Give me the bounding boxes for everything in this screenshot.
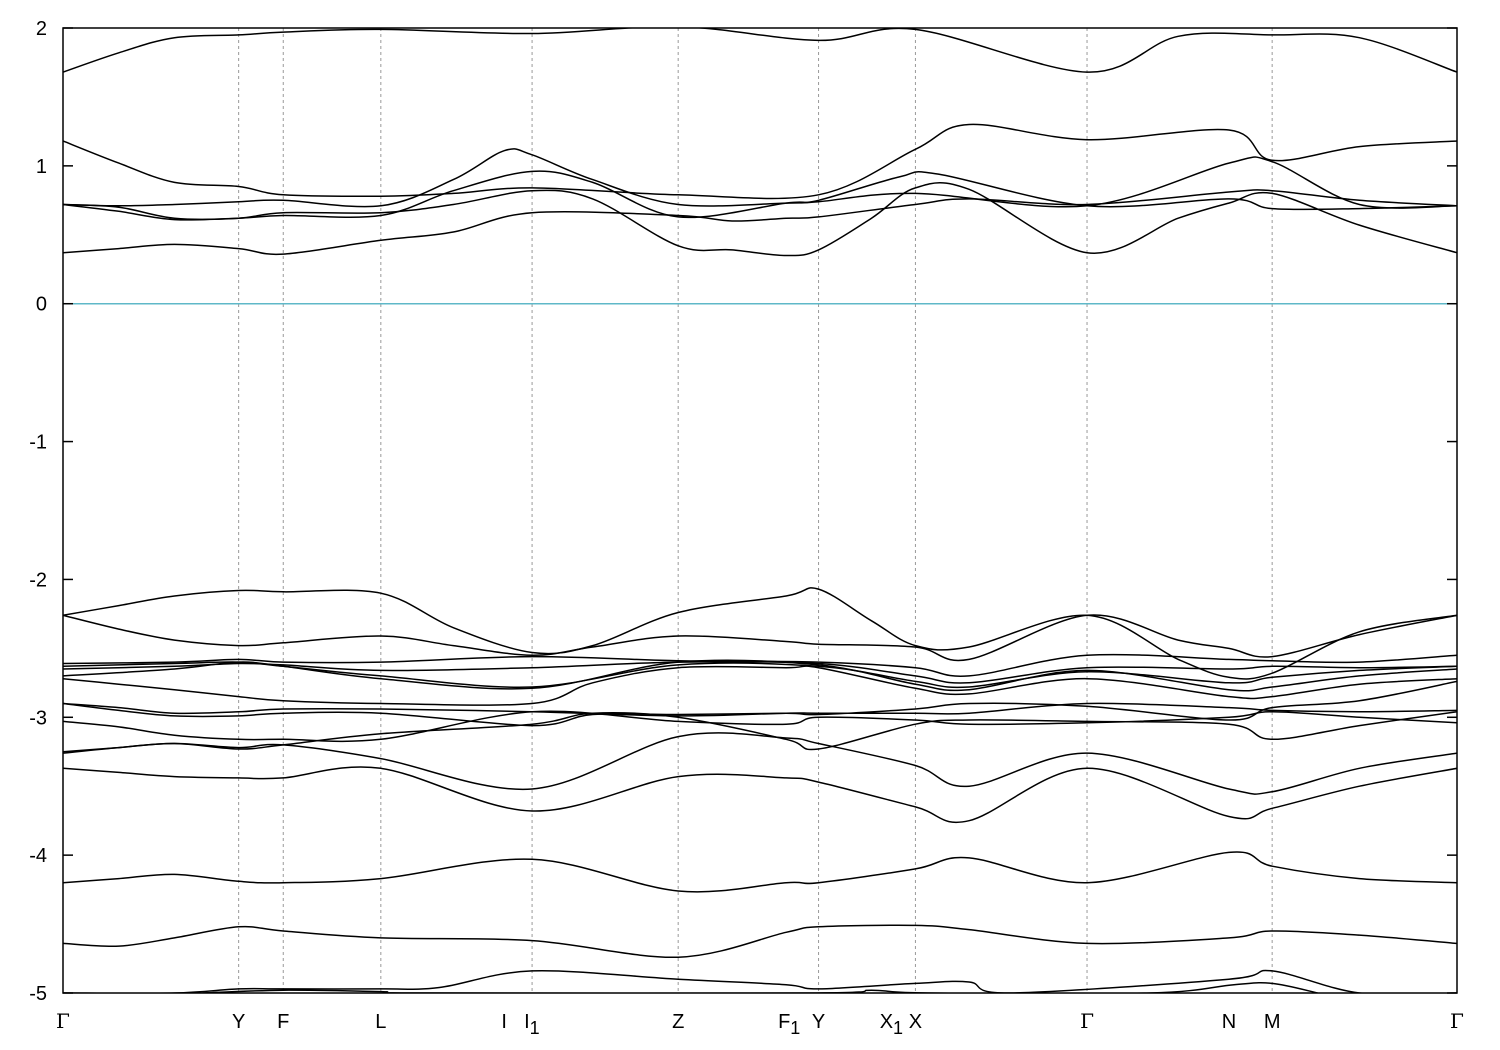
band-line-23	[202, 982, 1318, 993]
x-tick-subscript: 1	[530, 1018, 540, 1038]
plot-border	[62, 27, 1458, 994]
y-tick-label: -5	[29, 983, 47, 1005]
band-line-4	[63, 170, 1457, 221]
y-tick-label: -1	[29, 432, 47, 454]
x-tick-label: X1	[880, 1011, 903, 1038]
x-tick-subscript: 1	[893, 1018, 903, 1038]
x-tick-label: M	[1264, 1011, 1281, 1033]
band-line-13	[63, 665, 1457, 706]
y-tick-label: 1	[36, 156, 47, 178]
band-line-8	[63, 614, 1457, 662]
x-axis: Γ Y F L I I1 Z F1 Y X1 X Γ N M Γ	[56, 1009, 1464, 1038]
band-line-17	[63, 711, 1457, 753]
band-line-12	[63, 659, 1457, 692]
x-tick-label: F1	[778, 1011, 800, 1038]
band-line-5	[63, 189, 1457, 256]
y-tick-label: -4	[29, 845, 47, 867]
y-axis: 2 1 0 -1 -2 -3 -4 -5	[29, 18, 1457, 1005]
band-line-19	[63, 766, 1457, 824]
x-tick-label: Γ	[1080, 1009, 1094, 1033]
band-line-20	[63, 851, 1457, 893]
band-line-16	[63, 710, 1457, 743]
band-line-2	[63, 123, 1457, 200]
x-tick-label: X	[909, 1011, 922, 1033]
x-tick-label: I	[501, 1011, 507, 1033]
x-tick-label: F	[277, 1011, 289, 1033]
x-tick-label: Γ	[1450, 1009, 1464, 1033]
x-tick-label: Z	[672, 1011, 684, 1033]
x-tick-label: N	[1222, 1011, 1236, 1033]
plot-frame	[62, 27, 1458, 994]
band-line-22	[63, 969, 1457, 993]
band-line-3	[63, 148, 1457, 209]
bands	[63, 28, 1457, 993]
y-tick-label: -3	[29, 707, 47, 729]
high-symmetry-gridlines	[238, 28, 1273, 993]
band-line-9	[63, 653, 1457, 677]
band-line-6	[63, 182, 1457, 257]
band-line-21	[63, 924, 1457, 958]
band-line-15	[63, 680, 1457, 727]
x-tick-label: I1	[524, 1011, 540, 1038]
band-line-1	[63, 28, 1457, 73]
band-line-18	[63, 732, 1457, 795]
x-tick-label: Y	[232, 1011, 245, 1033]
y-tick-label: -2	[29, 569, 47, 591]
x-tick-label: Y	[812, 1011, 825, 1033]
band-line-11	[63, 661, 1457, 689]
x-tick-label: Γ	[56, 1009, 70, 1033]
x-tick-label: L	[375, 1011, 386, 1033]
x-tick-subscript: 1	[790, 1018, 800, 1038]
y-tick-label: 2	[36, 18, 47, 40]
band-line-7	[63, 587, 1457, 680]
y-tick-label: 0	[36, 294, 47, 316]
